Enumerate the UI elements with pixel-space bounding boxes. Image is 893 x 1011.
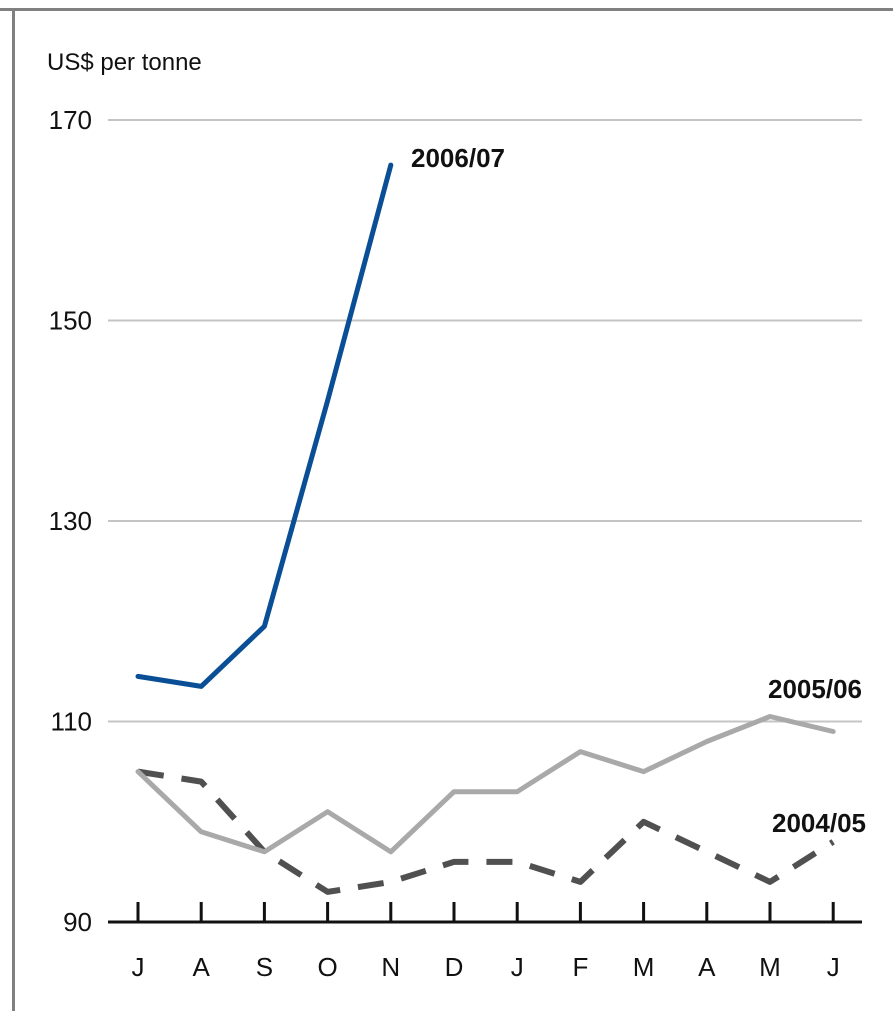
x-tick-label-1: A <box>193 952 211 982</box>
x-tick-label-3: O <box>317 952 337 982</box>
series-lines <box>135 162 836 895</box>
y-tick-label-170: 170 <box>49 105 92 135</box>
x-tick-label-7: F <box>572 952 588 982</box>
series-line-2005-06 <box>135 714 836 855</box>
y-axis-label: US$ per tonne <box>47 49 202 76</box>
series-label-2006-07: 2006/07 <box>411 143 505 173</box>
y-axis-ticks: 90 110 130 150 170 <box>49 105 92 937</box>
series-label-2005-06: 2005/06 <box>768 674 862 704</box>
series-line-2004-05 <box>137 768 835 895</box>
frame-left-border <box>12 8 15 1011</box>
x-tick-label-4: N <box>381 952 400 982</box>
frame-top-border <box>0 8 893 11</box>
series-labels: 2006/07 2005/06 2004/05 <box>411 143 866 838</box>
y-tick-label-150: 150 <box>49 306 92 336</box>
x-tick-label-5: D <box>445 952 464 982</box>
x-tick-label-11: J <box>827 952 840 982</box>
series-line-2006-07 <box>135 162 394 689</box>
x-tick-label-10: M <box>759 952 781 982</box>
x-tick-label-9: A <box>698 952 716 982</box>
series-label-2004-05: 2004/05 <box>772 808 866 838</box>
x-tick-label-8: M <box>633 952 655 982</box>
x-tick-label-6: J <box>511 952 524 982</box>
y-tick-label-90: 90 <box>63 907 92 937</box>
y-tick-label-110: 110 <box>51 707 92 737</box>
x-tick-label-0: J <box>132 952 145 982</box>
y-tick-label-130: 130 <box>49 506 92 536</box>
grid-lines <box>108 119 862 723</box>
x-tick-label-2: S <box>256 952 273 982</box>
